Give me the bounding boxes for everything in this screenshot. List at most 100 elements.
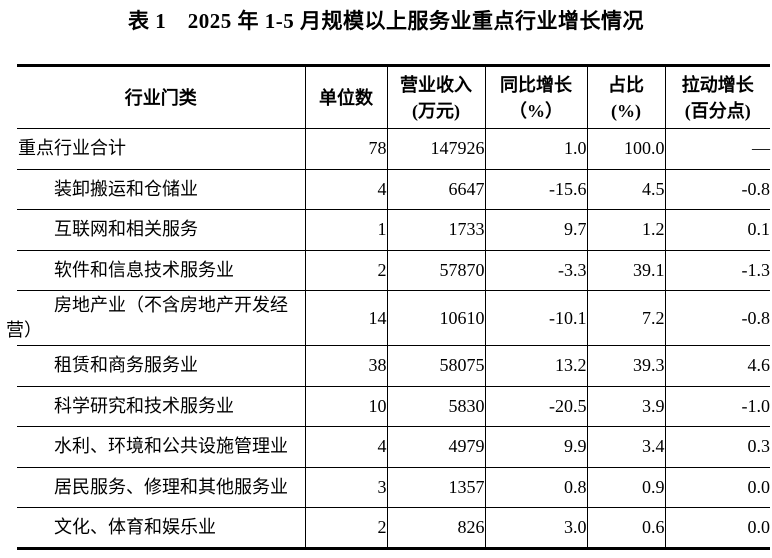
revenue-value: 147926 — [386, 128, 485, 170]
pull-value: 0.0 — [664, 507, 770, 549]
pull-value: 0.3 — [664, 426, 770, 468]
col-header-pull-label: 拉动增长 — [681, 74, 754, 95]
col-header-revenue-unit: (万元) — [412, 100, 460, 121]
pull-value: 4.6 — [664, 345, 770, 387]
table-row: 房地产业（不含房地产开发经 营） 14 10610 -10.1 7.2 -0.8 — [6, 290, 770, 346]
pull-value: -0.8 — [664, 169, 770, 210]
col-header-units: 单位数 — [304, 65, 387, 129]
page-title: 表 1 2025 年 1-5 月规模以上服务业重点行业增长情况 — [128, 9, 644, 33]
revenue-value: 57870 — [386, 250, 485, 291]
col-header-pull-unit: (百分点) — [684, 100, 751, 121]
col-header-share-label: 占比 — [608, 74, 644, 95]
growth-value: 3.0 — [484, 507, 587, 549]
units-value: 38 — [304, 345, 387, 387]
share-value: 3.4 — [586, 426, 665, 468]
table-row: 科学研究和技术服务业 10 5830 -20.5 3.9 -1.0 — [17, 386, 770, 427]
row-label: 软件和信息技术服务业 — [54, 259, 234, 280]
col-header-pull: 拉动增长 (百分点) — [664, 65, 770, 129]
growth-value: -20.5 — [484, 386, 587, 427]
table-row: 文化、体育和娱乐业 2 826 3.0 0.6 0.0 — [17, 507, 770, 549]
col-header-share-unit: (%) — [611, 100, 641, 121]
pull-value: — — [664, 128, 770, 170]
revenue-value: 10610 — [386, 290, 485, 346]
units-value: 1 — [304, 209, 387, 251]
growth-value: 9.9 — [484, 426, 587, 468]
table-row: 居民服务、修理和其他服务业 3 1357 0.8 0.9 0.0 — [17, 467, 770, 508]
units-value: 78 — [304, 128, 387, 170]
col-header-share: 占比 (%) — [586, 65, 665, 129]
row-label-cell: 文化、体育和娱乐业 — [17, 507, 305, 549]
col-header-industry: 行业门类 — [17, 65, 305, 129]
table-row: 租赁和商务服务业 38 58075 13.2 39.3 4.6 — [17, 345, 770, 387]
revenue-value: 826 — [386, 507, 485, 549]
col-header-revenue: 营业收入 (万元) — [386, 65, 485, 129]
row-label-cell: 重点行业合计 — [17, 128, 305, 170]
growth-value: 13.2 — [484, 345, 587, 387]
revenue-value: 5830 — [386, 386, 485, 427]
revenue-value: 4979 — [386, 426, 485, 468]
share-value: 1.2 — [586, 209, 665, 251]
row-label: 房地产业（不含房地产开发经 营） — [6, 295, 288, 340]
row-label-cell: 房地产业（不含房地产开发经 营） — [6, 290, 305, 346]
row-label: 文化、体育和娱乐业 — [54, 516, 216, 537]
col-header-units-label: 单位数 — [319, 87, 373, 108]
share-value: 0.6 — [586, 507, 665, 549]
units-value: 3 — [304, 467, 387, 508]
col-header-revenue-label: 营业收入 — [400, 74, 472, 95]
col-header-growth-label: 同比增长 — [500, 74, 572, 95]
row-label: 科学研究和技术服务业 — [54, 395, 234, 416]
pull-value: -1.0 — [664, 386, 770, 427]
row-label-cell: 居民服务、修理和其他服务业 — [17, 467, 305, 508]
units-value: 4 — [304, 426, 387, 468]
table-row-total: 重点行业合计 78 147926 1.0 100.0 — — [17, 128, 770, 170]
col-header-growth-unit: （%） — [509, 100, 563, 121]
col-header-industry-label: 行业门类 — [124, 87, 197, 108]
growth-value: -15.6 — [484, 169, 587, 210]
revenue-value: 58075 — [386, 345, 485, 387]
col-header-growth: 同比增长 （%） — [484, 65, 587, 129]
table-header: 行业门类 单位数 营业收入 (万元) 同比增长 （%） 占比 (%) — [17, 65, 770, 129]
revenue-value: 1733 — [386, 209, 485, 251]
units-value: 14 — [304, 290, 387, 346]
row-label-cell: 软件和信息技术服务业 — [17, 250, 305, 291]
share-value: 4.5 — [586, 169, 665, 210]
share-value: 7.2 — [586, 290, 665, 346]
growth-value: -10.1 — [484, 290, 587, 346]
row-label-cell: 装卸搬运和仓储业 — [17, 169, 305, 210]
share-value: 39.3 — [586, 345, 665, 387]
pull-value: -1.3 — [664, 250, 770, 291]
units-value: 2 — [304, 250, 387, 291]
table-row: 软件和信息技术服务业 2 57870 -3.3 39.1 -1.3 — [17, 250, 770, 291]
pull-value: -0.8 — [664, 290, 770, 346]
growth-value: -3.3 — [484, 250, 587, 291]
revenue-value: 6647 — [386, 169, 485, 210]
row-label: 租赁和商务服务业 — [54, 355, 198, 376]
row-label: 装卸搬运和仓储业 — [54, 178, 198, 199]
pull-value: 0.0 — [664, 467, 770, 508]
pull-value: 0.1 — [664, 209, 770, 251]
table-row: 装卸搬运和仓储业 4 6647 -15.6 4.5 -0.8 — [17, 169, 770, 210]
revenue-value: 1357 — [386, 467, 485, 508]
row-label-cell: 科学研究和技术服务业 — [17, 386, 305, 427]
growth-value: 9.7 — [484, 209, 587, 251]
share-value: 100.0 — [586, 128, 665, 170]
table-body: 重点行业合计 78 147926 1.0 100.0 — 装卸搬运和仓储业 4 … — [6, 128, 770, 549]
share-value: 39.1 — [586, 250, 665, 291]
share-value: 3.9 — [586, 386, 665, 427]
row-label: 重点行业合计 — [18, 138, 126, 159]
row-label: 互联网和相关服务 — [54, 219, 198, 240]
row-label: 居民服务、修理和其他服务业 — [54, 476, 288, 497]
table-row: 水利、环境和公共设施管理业 4 4979 9.9 3.4 0.3 — [17, 426, 770, 468]
row-label-cell: 租赁和商务服务业 — [17, 345, 305, 387]
row-label-cell: 互联网和相关服务 — [17, 209, 305, 251]
growth-value: 0.8 — [484, 467, 587, 508]
share-value: 0.9 — [586, 467, 665, 508]
row-label: 水利、环境和公共设施管理业 — [54, 436, 288, 457]
row-label-cell: 水利、环境和公共设施管理业 — [17, 426, 305, 468]
table-row: 互联网和相关服务 1 1733 9.7 1.2 0.1 — [17, 209, 770, 251]
growth-value: 1.0 — [484, 128, 587, 170]
units-value: 4 — [304, 169, 387, 210]
units-value: 2 — [304, 507, 387, 549]
units-value: 10 — [304, 386, 387, 427]
